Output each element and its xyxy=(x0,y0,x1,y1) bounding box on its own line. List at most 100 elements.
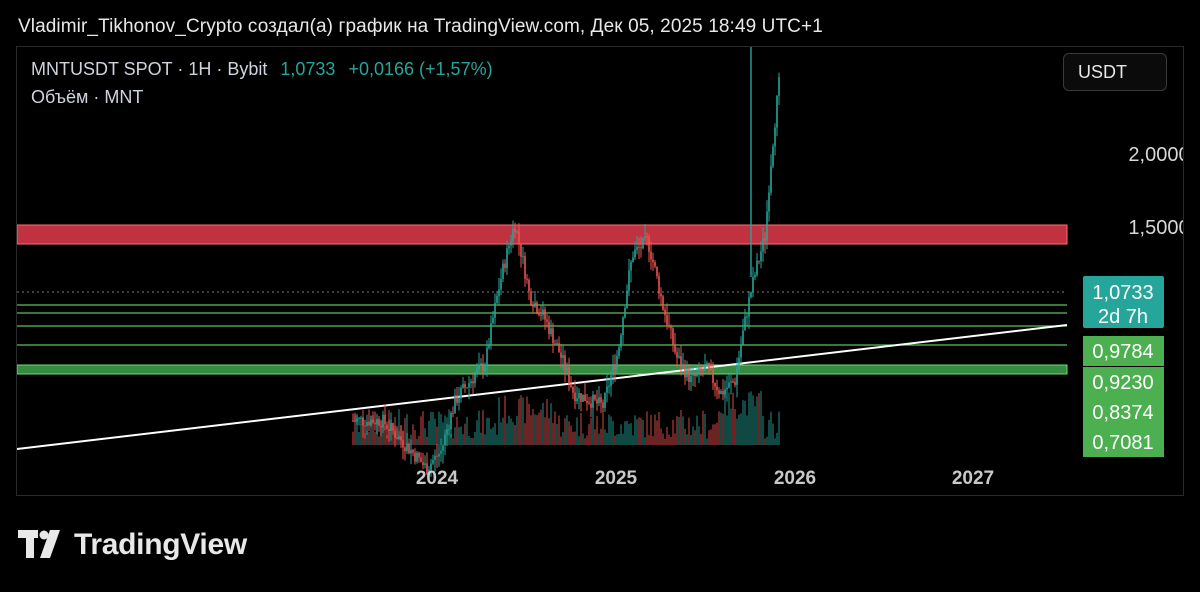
volume-bar xyxy=(712,424,714,445)
volume-bar xyxy=(380,419,382,445)
volume-bar xyxy=(532,409,534,445)
candle-body xyxy=(574,392,576,402)
volume-bar xyxy=(720,412,722,445)
volume-bar xyxy=(774,438,776,445)
candle-body xyxy=(556,343,558,345)
candle-body xyxy=(614,364,616,370)
volume-bar xyxy=(692,426,694,445)
chart-credit: Vladimir_Tikhonov_Crypto создал(а) графи… xyxy=(18,16,823,37)
volume-bar xyxy=(502,417,504,445)
x-axis-year-label: 2026 xyxy=(774,468,816,489)
candle-body xyxy=(414,452,416,462)
legend-change: +0,0166 (+1,57%) xyxy=(348,59,493,79)
volume-bar xyxy=(744,400,746,445)
volume-bar xyxy=(558,415,560,445)
volume-bar xyxy=(452,438,454,445)
support-zone[interactable] xyxy=(17,364,1068,375)
candle-body xyxy=(688,367,690,383)
volume-bar xyxy=(356,415,358,445)
volume-bar xyxy=(708,430,710,445)
volume-bar xyxy=(404,418,406,445)
volume-bar xyxy=(742,400,744,445)
candle-body xyxy=(548,321,550,334)
volume-bar xyxy=(482,410,484,445)
volume-bar xyxy=(552,422,554,445)
candle-body xyxy=(520,243,522,257)
candle-body xyxy=(436,455,438,457)
volume-bar xyxy=(392,428,394,445)
volume-bar xyxy=(408,438,410,445)
volume-bar xyxy=(710,429,712,445)
volume-bar xyxy=(688,417,690,445)
trendline[interactable] xyxy=(17,324,1068,450)
candle-body xyxy=(420,457,422,463)
volume-bar xyxy=(632,435,634,445)
level-price-tag[interactable] xyxy=(1083,427,1164,457)
chart-panel[interactable]: 2,0000 1,5000 2024 2025 2026 2027 1,0733 2d 7h 0… xyxy=(16,46,1184,496)
volume-bar xyxy=(376,419,378,445)
resistance-zone[interactable] xyxy=(17,224,1068,245)
candle-body xyxy=(730,381,732,383)
volume-bar xyxy=(590,418,592,445)
volume-bar xyxy=(724,389,726,445)
volume-bar xyxy=(654,414,656,445)
volume-bar xyxy=(714,424,716,445)
candle-body xyxy=(474,374,476,384)
candle-body xyxy=(690,375,692,383)
candle-body xyxy=(778,77,780,96)
last-price-tag[interactable] xyxy=(1083,276,1164,328)
candle-body xyxy=(684,364,686,378)
volume-bar xyxy=(610,416,612,445)
volume-bar xyxy=(634,415,636,445)
level-price-tag[interactable] xyxy=(1083,336,1164,366)
volume-bar xyxy=(574,431,576,445)
volume-bar xyxy=(606,432,608,445)
candle-body xyxy=(516,231,518,233)
candle-body xyxy=(410,449,412,454)
candle-body xyxy=(476,369,478,375)
volume-bar xyxy=(422,411,424,445)
volume-bar xyxy=(704,414,706,445)
candle-body xyxy=(654,262,656,267)
volume-bar xyxy=(598,433,600,445)
volume-bar xyxy=(406,414,408,445)
volume-bar xyxy=(526,396,528,445)
candle-body xyxy=(642,237,644,249)
volume-bar xyxy=(436,426,438,445)
candle-body xyxy=(466,387,468,389)
level-price-tag[interactable] xyxy=(1083,367,1164,397)
candle-body xyxy=(426,463,428,474)
volume-bar xyxy=(656,420,658,445)
volume-bar xyxy=(612,421,614,445)
volume-bar xyxy=(622,433,624,445)
candle-body xyxy=(530,291,532,305)
candle-body xyxy=(746,316,748,318)
level-price-tag[interactable] xyxy=(1083,397,1164,427)
volume-bar xyxy=(660,428,662,445)
volume-bar xyxy=(650,414,652,445)
volume-bar xyxy=(554,411,556,445)
candle-body xyxy=(432,459,434,464)
volume-legend[interactable]: Объём · MNT xyxy=(31,87,144,107)
volume-bar xyxy=(770,411,772,445)
tradingview-logo-icon xyxy=(18,530,60,558)
candle-body xyxy=(710,368,712,370)
candle-body xyxy=(434,455,436,460)
volume-bar xyxy=(402,431,404,445)
symbol-label[interactable]: MNTUSDT SPOT · 1H · Bybit xyxy=(31,59,268,79)
currency-button[interactable]: USDT xyxy=(1063,53,1167,91)
candle-body xyxy=(386,424,388,430)
candle-body xyxy=(480,363,482,365)
volume-bar xyxy=(580,412,582,445)
candle-body xyxy=(598,397,600,404)
volume-bar xyxy=(386,435,388,445)
volume-bar xyxy=(560,436,562,445)
volume-bar xyxy=(352,431,354,445)
volume-bar xyxy=(748,392,750,445)
volume-bar xyxy=(776,432,778,445)
candle-body xyxy=(718,390,720,394)
candle-body xyxy=(708,362,710,369)
candle-body xyxy=(734,381,736,385)
volume-bar xyxy=(496,434,498,445)
